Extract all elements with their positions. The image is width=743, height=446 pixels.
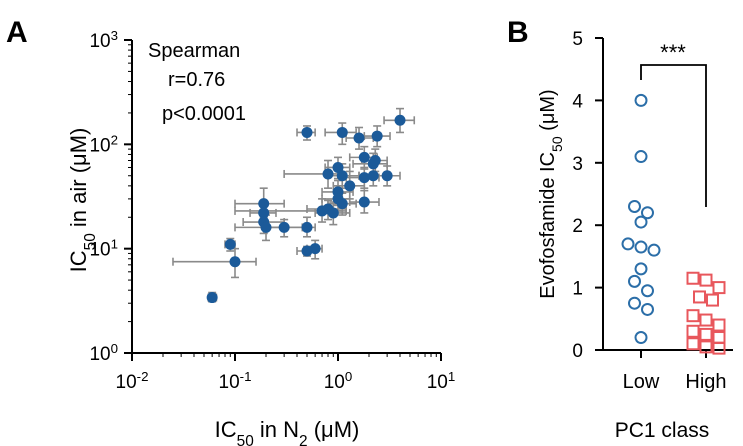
- y-tick-label: 4: [572, 91, 583, 112]
- high-group-point: [706, 293, 719, 307]
- data-point: [278, 221, 290, 233]
- high-group-point: [686, 324, 700, 338]
- low-group-point: [634, 331, 648, 345]
- low-group-point: [628, 296, 641, 310]
- data-point: [224, 238, 236, 250]
- panel-b-y-axis-label: Evofosfamide IC50 (μM): [537, 89, 565, 298]
- x-tick-label: 10-1: [219, 369, 252, 394]
- data-point: [258, 207, 270, 219]
- low-group-point: [634, 93, 648, 107]
- panel-b-letter: B: [507, 16, 529, 49]
- panel-a-y-axis-label: IC50 in air (μM): [66, 128, 99, 273]
- panel-b-dotplot: 0 1 2 3 4 5 Low High *** Evofosfamide IC50 (μM)…: [537, 29, 733, 442]
- y-tick-label: 101: [89, 236, 118, 261]
- data-point: [371, 130, 383, 142]
- data-point: [327, 207, 339, 219]
- high-group-point: [686, 271, 700, 285]
- spearman-p: p<0.0001: [162, 103, 246, 125]
- high-group-point: [712, 331, 726, 345]
- low-group-point: [628, 274, 641, 288]
- low-group-point: [634, 240, 648, 254]
- y-tick-label: 100: [89, 341, 118, 366]
- data-point: [258, 198, 270, 210]
- significance-bracket: [640, 64, 707, 207]
- low-group-point: [634, 150, 648, 164]
- y-tick-label: 5: [572, 29, 583, 50]
- low-group-point: [641, 302, 654, 316]
- low-group-point: [628, 199, 641, 213]
- panel-b-x-axis-label: PC1 class: [615, 419, 710, 442]
- data-point: [301, 221, 313, 233]
- panel-a-letter: A: [6, 16, 28, 49]
- data-point: [206, 292, 218, 304]
- high-group-point: [693, 290, 706, 304]
- low-group-point: [634, 215, 648, 229]
- high-group-point: [712, 318, 726, 332]
- spearman-r: r=0.76: [168, 69, 225, 91]
- y-tick-label: 3: [572, 154, 583, 175]
- data-point: [336, 170, 348, 182]
- spearman-label: Spearman: [148, 40, 240, 62]
- high-group-point: [686, 337, 700, 351]
- panel-a-scatter: 10-2 10-1 100 101 100 101 102 103 Spearman r=0.…: [66, 28, 455, 446]
- x-tick-label: High: [685, 371, 726, 393]
- y-tick-label: 2: [572, 216, 583, 237]
- low-group-point: [641, 206, 654, 220]
- data-point: [229, 256, 241, 268]
- data-point: [322, 168, 334, 180]
- data-point: [309, 243, 321, 255]
- data-point: [369, 154, 381, 166]
- low-group-point: [641, 284, 654, 298]
- data-point: [358, 196, 370, 208]
- data-point: [336, 198, 348, 210]
- high-group-point: [699, 313, 713, 327]
- high-group-point: [686, 309, 700, 323]
- y-tick-label: 102: [89, 132, 118, 157]
- data-point: [260, 221, 272, 233]
- data-point: [394, 114, 406, 126]
- high-group-point: [712, 281, 726, 295]
- y-tick-label: 1: [572, 279, 583, 300]
- data-point: [301, 126, 313, 138]
- significance-stars: ***: [660, 40, 686, 65]
- y-tick-label: 103: [89, 28, 118, 53]
- high-group-point: [699, 340, 713, 354]
- x-tick-label: 100: [324, 369, 353, 394]
- data-point: [358, 172, 370, 184]
- data-point: [332, 161, 344, 173]
- data-point: [344, 180, 356, 192]
- data-point: [367, 170, 379, 182]
- data-point: [353, 132, 365, 144]
- data-point: [381, 170, 393, 182]
- low-group-point: [647, 243, 661, 257]
- data-point: [358, 151, 370, 163]
- low-group-point: [634, 262, 648, 276]
- y-tick-label: 0: [572, 341, 583, 362]
- high-group-point: [699, 327, 713, 341]
- x-tick-label: 101: [427, 369, 456, 394]
- x-tick-label: Low: [623, 371, 660, 393]
- low-group-point: [621, 237, 635, 251]
- x-tick-label: 10-2: [116, 369, 149, 394]
- panel-a-x-axis-label: IC50 in N2 (μM): [215, 417, 360, 446]
- high-group-point: [712, 341, 726, 355]
- data-point: [336, 126, 348, 138]
- high-group-point: [699, 273, 713, 287]
